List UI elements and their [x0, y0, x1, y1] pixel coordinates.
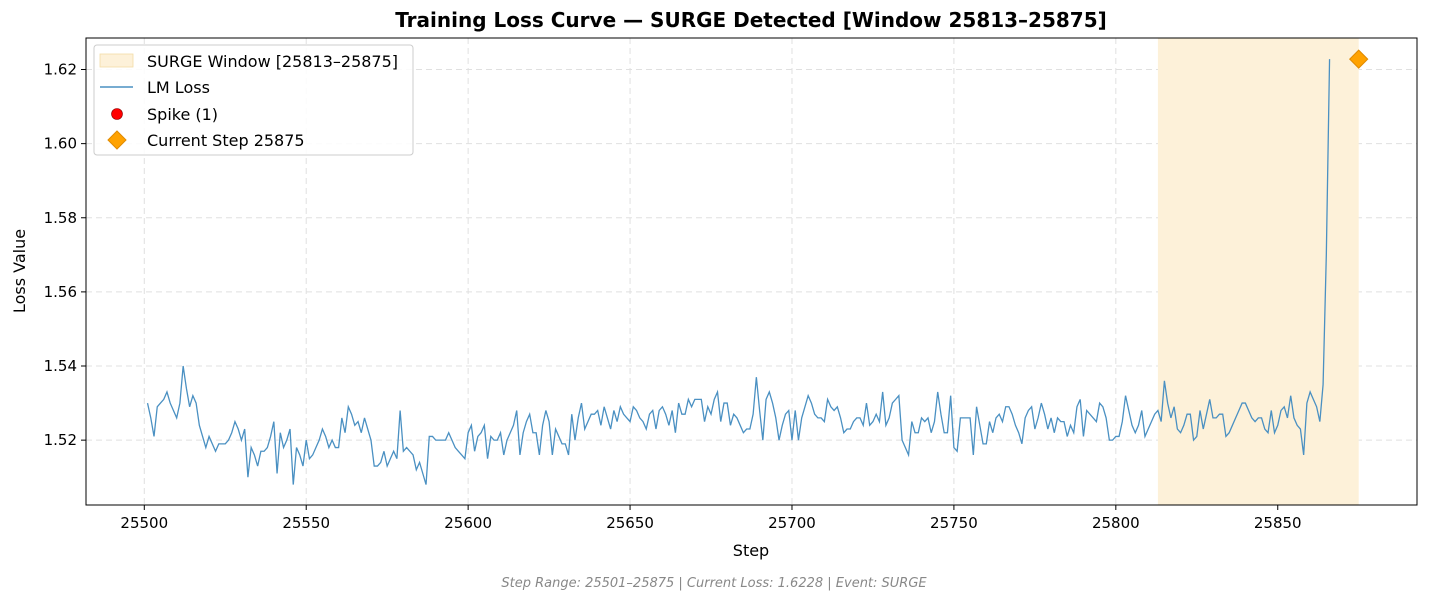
y-tick-label: 1.56 — [44, 283, 77, 301]
legend-surge-window-swatch — [99, 53, 134, 68]
lm-loss-line — [146, 59, 1331, 485]
legend: SURGE Window [25813–25875] LM Loss Spike… — [93, 44, 414, 156]
y-tick-label: 1.58 — [44, 209, 77, 227]
plot-frame — [85, 37, 1418, 506]
legend-surge-window-label: SURGE Window [25813–25875] — [147, 52, 398, 71]
x-tick-label: 25850 — [1254, 514, 1302, 532]
legend-spike-label: Spike (1) — [147, 105, 218, 124]
footer-caption: Step Range: 25501–25875 | Current Loss: … — [501, 576, 927, 591]
x-tick-label: 25600 — [444, 514, 492, 532]
y-tick-label: 1.60 — [44, 135, 77, 153]
legend-box — [93, 44, 414, 156]
current-step-marker — [1349, 49, 1369, 69]
legend-current-step-label: Current Step 25875 — [147, 131, 305, 150]
y-tick-label: 1.62 — [44, 61, 77, 79]
y-tick-label: 1.54 — [44, 357, 77, 375]
x-tick-label: 25700 — [768, 514, 816, 532]
chart-title: Training Loss Curve — SURGE Detected [Wi… — [395, 8, 1107, 32]
x-tick-label: 25750 — [930, 514, 978, 532]
legend-spike-swatch — [111, 108, 123, 120]
x-tick-label: 25800 — [1092, 514, 1140, 532]
legend-current-step-swatch — [107, 130, 127, 150]
legend-lm-loss-label: LM Loss — [147, 78, 210, 97]
x-axis-ticks: 25500 25550 25600 25650 25700 25750 25800 25850 — [120, 505, 1302, 532]
x-tick-label: 25550 — [282, 514, 330, 532]
x-axis-label: Step — [733, 541, 769, 560]
y-axis-label: Loss Value — [10, 229, 29, 313]
y-tick-label: 1.52 — [44, 431, 77, 449]
x-tick-label: 25500 — [120, 514, 168, 532]
x-tick-label: 25650 — [606, 514, 654, 532]
y-axis-ticks: 1.52 1.54 1.56 1.58 1.60 1.62 — [44, 61, 86, 449]
